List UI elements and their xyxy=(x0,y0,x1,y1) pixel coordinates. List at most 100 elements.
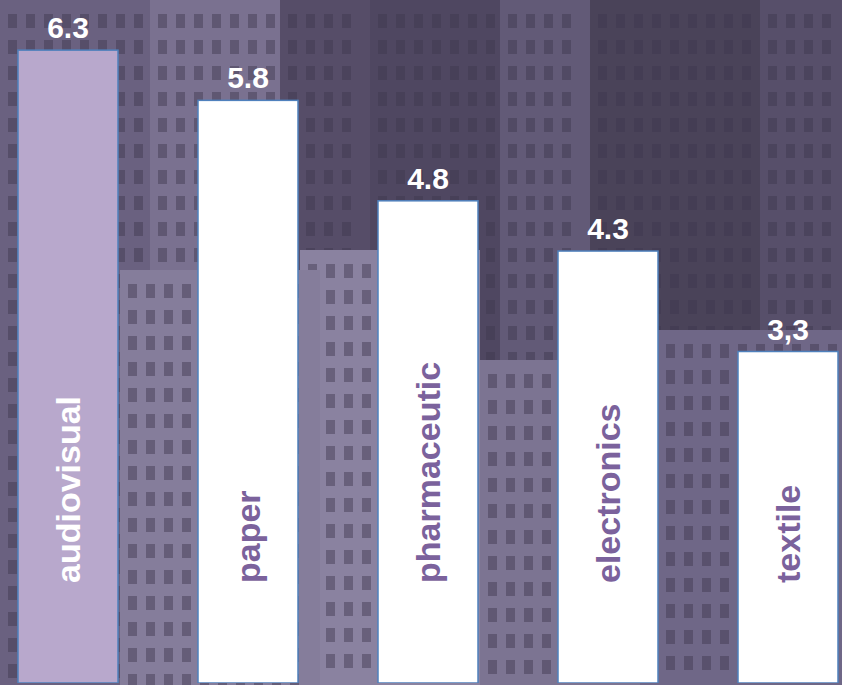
window xyxy=(822,66,831,80)
window xyxy=(724,144,733,158)
window xyxy=(414,66,423,80)
window xyxy=(822,196,831,210)
window xyxy=(344,628,353,642)
window xyxy=(248,14,257,28)
category-label: paper xyxy=(229,490,267,583)
window xyxy=(524,530,533,544)
window xyxy=(508,92,517,106)
window xyxy=(128,518,137,532)
window xyxy=(616,118,625,132)
window xyxy=(688,274,697,288)
window xyxy=(768,222,777,236)
window xyxy=(362,498,371,512)
window xyxy=(146,518,155,532)
window xyxy=(508,14,517,28)
window xyxy=(616,14,625,28)
window xyxy=(146,362,155,376)
window xyxy=(146,284,155,298)
window xyxy=(182,622,191,636)
window xyxy=(288,40,297,54)
window xyxy=(652,92,661,106)
window xyxy=(544,170,553,184)
window xyxy=(720,396,729,410)
window xyxy=(488,426,497,440)
window xyxy=(666,422,675,436)
window xyxy=(670,40,679,54)
window xyxy=(128,388,137,402)
window xyxy=(432,144,441,158)
window xyxy=(724,222,733,236)
window xyxy=(562,92,571,106)
window xyxy=(362,524,371,538)
window xyxy=(486,326,495,340)
window xyxy=(724,196,733,210)
window xyxy=(468,170,477,184)
window xyxy=(670,14,679,28)
window xyxy=(706,222,715,236)
window xyxy=(486,66,495,80)
window xyxy=(666,370,675,384)
window xyxy=(324,196,333,210)
window xyxy=(248,40,257,54)
window xyxy=(706,40,715,54)
window xyxy=(146,570,155,584)
window xyxy=(652,118,661,132)
window xyxy=(432,118,441,132)
window xyxy=(822,248,831,262)
window xyxy=(230,14,239,28)
window xyxy=(684,370,693,384)
window xyxy=(344,498,353,512)
window xyxy=(468,66,477,80)
window xyxy=(688,92,697,106)
window xyxy=(486,144,495,158)
window xyxy=(524,426,533,440)
window xyxy=(526,170,535,184)
window xyxy=(344,264,353,278)
window xyxy=(344,446,353,460)
window xyxy=(146,648,155,662)
window xyxy=(432,66,441,80)
window xyxy=(378,144,387,158)
window xyxy=(684,474,693,488)
window xyxy=(724,118,733,132)
window xyxy=(768,170,777,184)
window xyxy=(804,222,813,236)
window xyxy=(488,374,497,388)
window xyxy=(8,300,17,314)
window xyxy=(544,118,553,132)
window xyxy=(786,92,795,106)
window xyxy=(344,602,353,616)
window xyxy=(486,274,495,288)
window xyxy=(526,222,535,236)
window xyxy=(688,14,697,28)
window xyxy=(684,500,693,514)
window xyxy=(362,654,371,668)
window xyxy=(288,66,297,80)
window xyxy=(508,248,517,262)
window xyxy=(306,118,315,132)
window xyxy=(146,310,155,324)
window xyxy=(342,66,351,80)
window xyxy=(344,316,353,330)
window xyxy=(8,430,17,444)
window xyxy=(742,144,751,158)
window xyxy=(306,144,315,158)
category-label: textile xyxy=(769,485,807,583)
window xyxy=(414,14,423,28)
window xyxy=(182,310,191,324)
window xyxy=(684,422,693,436)
window xyxy=(230,40,239,54)
window xyxy=(134,118,143,132)
window xyxy=(146,440,155,454)
window xyxy=(652,222,661,236)
window xyxy=(342,40,351,54)
window xyxy=(702,474,711,488)
window xyxy=(324,66,333,80)
window xyxy=(652,144,661,158)
window xyxy=(768,274,777,288)
window xyxy=(670,248,679,262)
window xyxy=(670,170,679,184)
window xyxy=(562,40,571,54)
bar xyxy=(558,251,658,683)
window xyxy=(666,526,675,540)
